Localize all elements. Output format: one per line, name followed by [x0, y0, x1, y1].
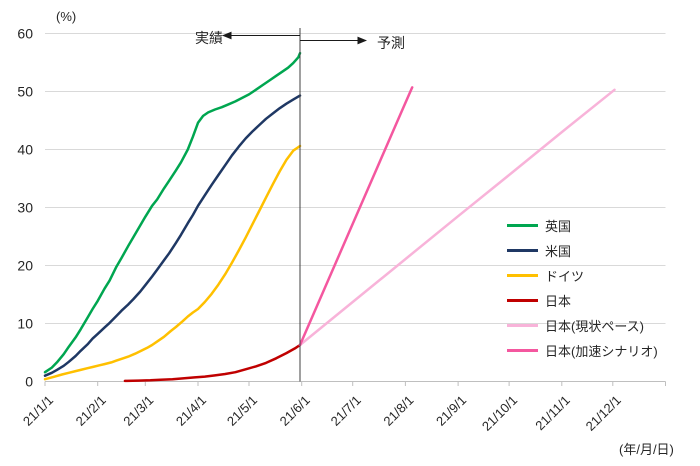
legend-item: 米国	[507, 238, 658, 263]
legend-label: 日本	[545, 294, 572, 309]
y-axis-label: 0	[25, 374, 33, 390]
x-axis-label: 21/4/1	[173, 393, 209, 429]
legend-label: 英国	[545, 219, 572, 234]
legend-item: ドイツ	[507, 263, 658, 288]
forecast-arrow-head	[357, 36, 367, 45]
series-line	[43, 94, 302, 377]
x-axis-unit-label: (年/月/日)	[619, 442, 674, 457]
legend-item: 日本(加速シナリオ)	[507, 338, 658, 363]
x-axis-label: 21/10/1	[479, 393, 520, 434]
y-axis-label: 10	[17, 316, 33, 332]
legend-item: 英国	[507, 213, 658, 238]
x-axis-label: 21/5/1	[224, 393, 260, 429]
series-line	[43, 51, 302, 374]
legend-swatch	[507, 249, 538, 252]
legend-label: 日本(加速シナリオ)	[545, 344, 658, 359]
series-line	[123, 343, 302, 383]
actual-arrow-head	[222, 31, 232, 40]
series-line	[298, 88, 616, 347]
legend-swatch	[507, 324, 538, 327]
forecast-annotation-label: 予測	[377, 35, 405, 51]
y-axis-label: 20	[17, 258, 33, 274]
y-axis-label: 50	[17, 84, 33, 100]
y-axis-label: 40	[17, 142, 33, 158]
legend-swatch	[507, 349, 538, 352]
x-axis-label: 21/1/1	[20, 393, 56, 429]
series-line	[43, 144, 302, 381]
x-axis-label: 21/8/1	[380, 393, 416, 429]
y-axis-label: 60	[17, 26, 33, 42]
legend-label: 日本(現状ペース)	[545, 319, 645, 334]
x-axis-label: 21/7/1	[328, 393, 364, 429]
legend-swatch	[507, 224, 538, 227]
y-axis-unit-label: (%)	[56, 9, 77, 24]
x-axis-label: 21/3/1	[120, 393, 156, 429]
legend-item: 日本	[507, 288, 658, 313]
y-axis-label: 30	[17, 200, 33, 216]
series-line	[298, 86, 414, 347]
legend-swatch	[507, 299, 538, 302]
legend-swatch	[507, 274, 538, 277]
x-axis-label: 21/11/1	[532, 393, 573, 434]
actual-annotation-label: 実績	[195, 30, 223, 46]
legend-item: 日本(現状ペース)	[507, 313, 658, 338]
legend-label: 米国	[545, 244, 572, 259]
x-axis-label: 21/6/1	[277, 393, 313, 429]
legend-label: ドイツ	[545, 269, 585, 284]
legend: 英国米国ドイツ日本日本(現状ペース) 日本(加速シナリオ)	[507, 213, 658, 363]
x-axis-label: 21/9/1	[433, 393, 469, 429]
x-axis-label: 21/12/1	[583, 393, 624, 434]
x-axis-label: 21/2/1	[73, 393, 109, 429]
